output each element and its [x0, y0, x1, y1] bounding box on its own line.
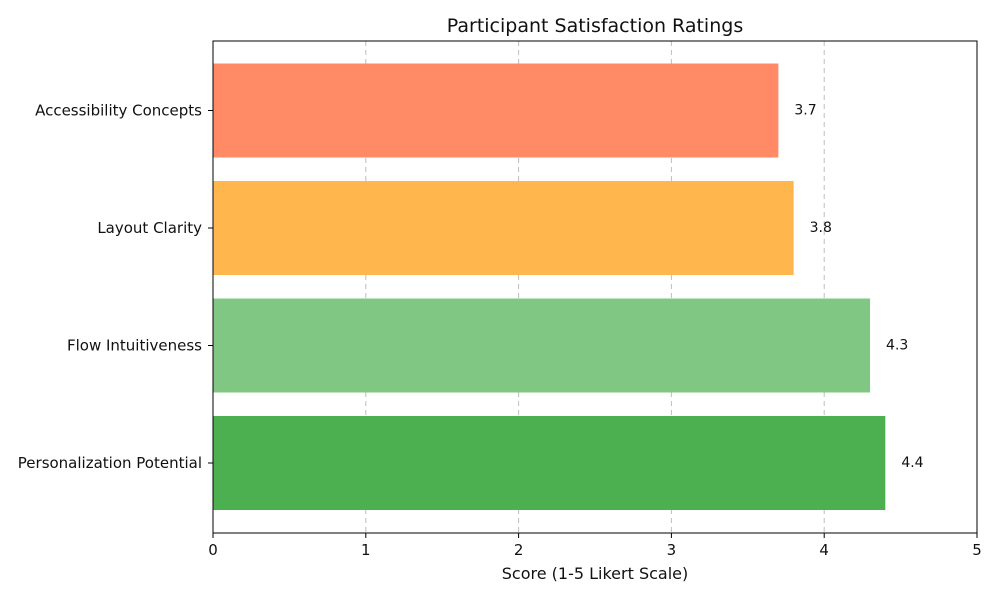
bar-value-label: 3.7	[794, 103, 816, 119]
x-tick-label: 4	[819, 541, 829, 559]
y-category-label: Personalization Potential	[18, 454, 202, 472]
bar-personalization-potential	[213, 416, 886, 510]
bar-accessibility-concepts	[213, 63, 779, 158]
y-axis-categories: Personalization Potential Flow Intuitiven…	[18, 102, 213, 472]
x-tick-label: 5	[972, 541, 982, 559]
x-axis-title: Score (1-5 Likert Scale)	[502, 564, 688, 583]
y-category-label: Accessibility Concepts	[35, 102, 202, 120]
data-labels: 4.4 4.3 3.8 3.7	[794, 103, 923, 472]
bar-flow-intuitiveness	[213, 298, 871, 393]
bar-layout-clarity	[213, 181, 794, 275]
y-category-label: Layout Clarity	[97, 219, 202, 237]
x-tick-label: 0	[208, 541, 218, 559]
x-tick-label: 3	[667, 541, 677, 559]
bars	[213, 63, 886, 510]
bar-value-label: 4.3	[886, 338, 908, 354]
x-tick-label: 1	[361, 541, 371, 559]
plot-frame	[212, 40, 978, 534]
y-category-label: Flow Intuitiveness	[67, 337, 202, 355]
chart-title: Participant Satisfaction Ratings	[447, 15, 743, 37]
x-tick-label: 2	[514, 541, 524, 559]
x-axis-ticks: 0 1 2 3 4 5	[208, 533, 982, 559]
bar-value-label: 4.4	[901, 455, 923, 471]
bar-value-label: 3.8	[810, 220, 832, 236]
